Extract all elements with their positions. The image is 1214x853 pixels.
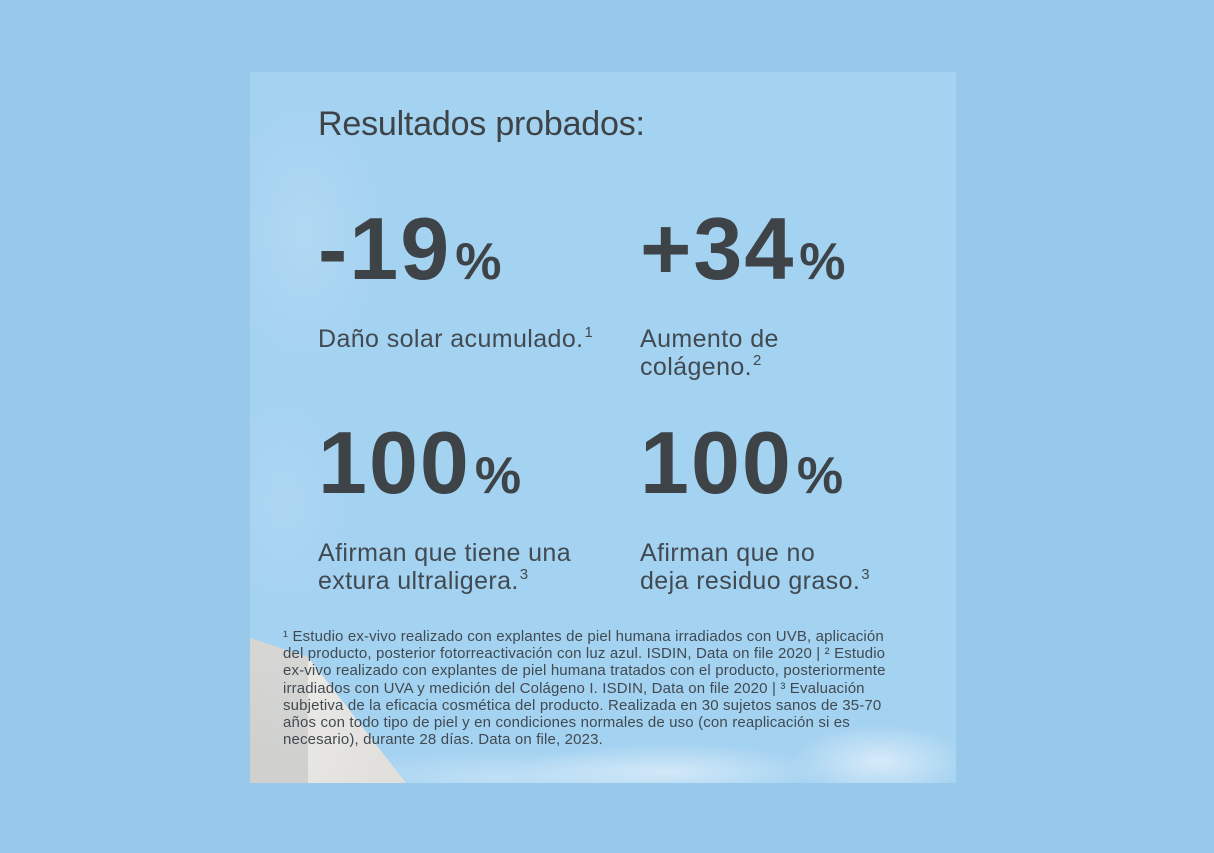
concrete-block-shaded-face (250, 638, 308, 783)
stat-number: -19 (318, 199, 452, 298)
stat-card-solar-damage: -19% Daño solar acumulado.1 (318, 205, 640, 354)
stat-card-no-residue: 100% Afirman que no deja residuo graso.3 (640, 419, 956, 596)
stat-number: +34 (640, 199, 796, 298)
stat-label-text: Afirman que tiene una extura ultraligera… (318, 539, 572, 595)
concrete-block-photo (250, 632, 410, 783)
stat-label-text: Afirman que no deja residuo graso. (640, 539, 861, 595)
stat-footnote-ref: 3 (861, 565, 870, 583)
stat-label-text: Aumento de colágeno. (640, 325, 779, 381)
stat-label: Afirman que no deja residuo graso.3 (640, 539, 956, 595)
stat-footnote-ref: 3 (519, 565, 529, 583)
percent-sign: % (799, 233, 846, 291)
stat-footnote-ref: 1 (584, 323, 594, 341)
stat-label: Daño solar acumulado.1 (318, 325, 640, 353)
stat-card-collagen: +34% Aumento de colágeno.2 (640, 205, 956, 382)
footnotes-text: ¹ Estudio ex-vivo realizado con explante… (283, 628, 886, 749)
stat-number: 100 (640, 413, 793, 512)
percent-sign: % (474, 447, 522, 505)
stat-number: 100 (318, 413, 471, 512)
stat-label: Afirman que tiene una extura ultraligera… (318, 539, 640, 595)
percent-sign: % (796, 447, 844, 505)
stat-footnote-ref: 2 (753, 351, 762, 369)
stat-label-text: Daño solar acumulado. (318, 325, 584, 353)
hero-photo-panel: Resultados probados: -19% Daño solar acu… (250, 72, 956, 783)
percent-sign: % (455, 233, 502, 291)
stat-value: -19% (318, 205, 640, 319)
stat-card-texture: 100% Afirman que tiene una extura ultral… (318, 419, 640, 596)
stat-value: +34% (640, 205, 956, 319)
stat-value: 100% (640, 419, 956, 533)
stat-value: 100% (318, 419, 640, 533)
section-title: Resultados probados: (318, 105, 645, 143)
stat-label: Aumento de colágeno.2 (640, 325, 956, 381)
